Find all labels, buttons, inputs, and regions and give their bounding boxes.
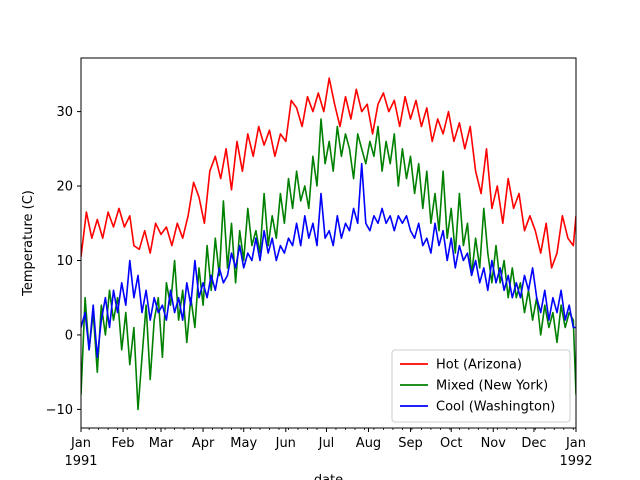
x-tick-label: Jul [318,436,335,451]
y-tick-label: 10 [56,254,73,269]
legend-entry: Hot (Arizona) [436,358,522,373]
x-tick-label: Apr [192,436,215,451]
y-tick-label: −10 [46,403,73,418]
x-tick-label: Nov [481,436,507,451]
series-line-0 [81,77,576,269]
x-tick-label: Jan [70,436,91,451]
x-tick-year-label: 1992 [559,454,592,469]
series-line-1 [81,118,576,411]
series-layer [81,77,576,411]
legend-entry: Mixed (New York) [436,379,548,394]
x-tick-label: Mar [149,436,174,451]
x-tick-year-label: 1991 [64,454,97,469]
y-tick-label: 20 [56,180,73,195]
legend-box [391,349,571,423]
x-axis-label: date [314,473,343,480]
legend-entry: Cool (Washington) [436,400,555,415]
series-line-2 [81,162,576,359]
legend: Hot (Arizona) Mixed (New York) Cool (Washi… [391,349,571,423]
y-tick-label: 30 [56,105,73,120]
y-tick-label: 0 [65,328,73,343]
axes-frame [80,57,577,429]
x-tick-label: Jan [565,436,586,451]
x-tick-label: Oct [440,436,462,451]
y-axis: −10 0 10 20 30 [46,105,81,418]
x-axis: Jan 1991 Feb Mar Apr May Jun Jul Aug Sep Oct Nov Dec… [64,428,593,469]
x-tick-label: Aug [356,436,381,451]
y-axis-label: Temperature (C) [21,190,36,297]
x-tick-label: May [230,436,257,451]
x-tick-label: Sep [398,436,423,451]
x-tick-label: Jun [275,436,296,451]
x-tick-label: Dec [521,436,546,451]
x-tick-label: Feb [112,436,135,451]
